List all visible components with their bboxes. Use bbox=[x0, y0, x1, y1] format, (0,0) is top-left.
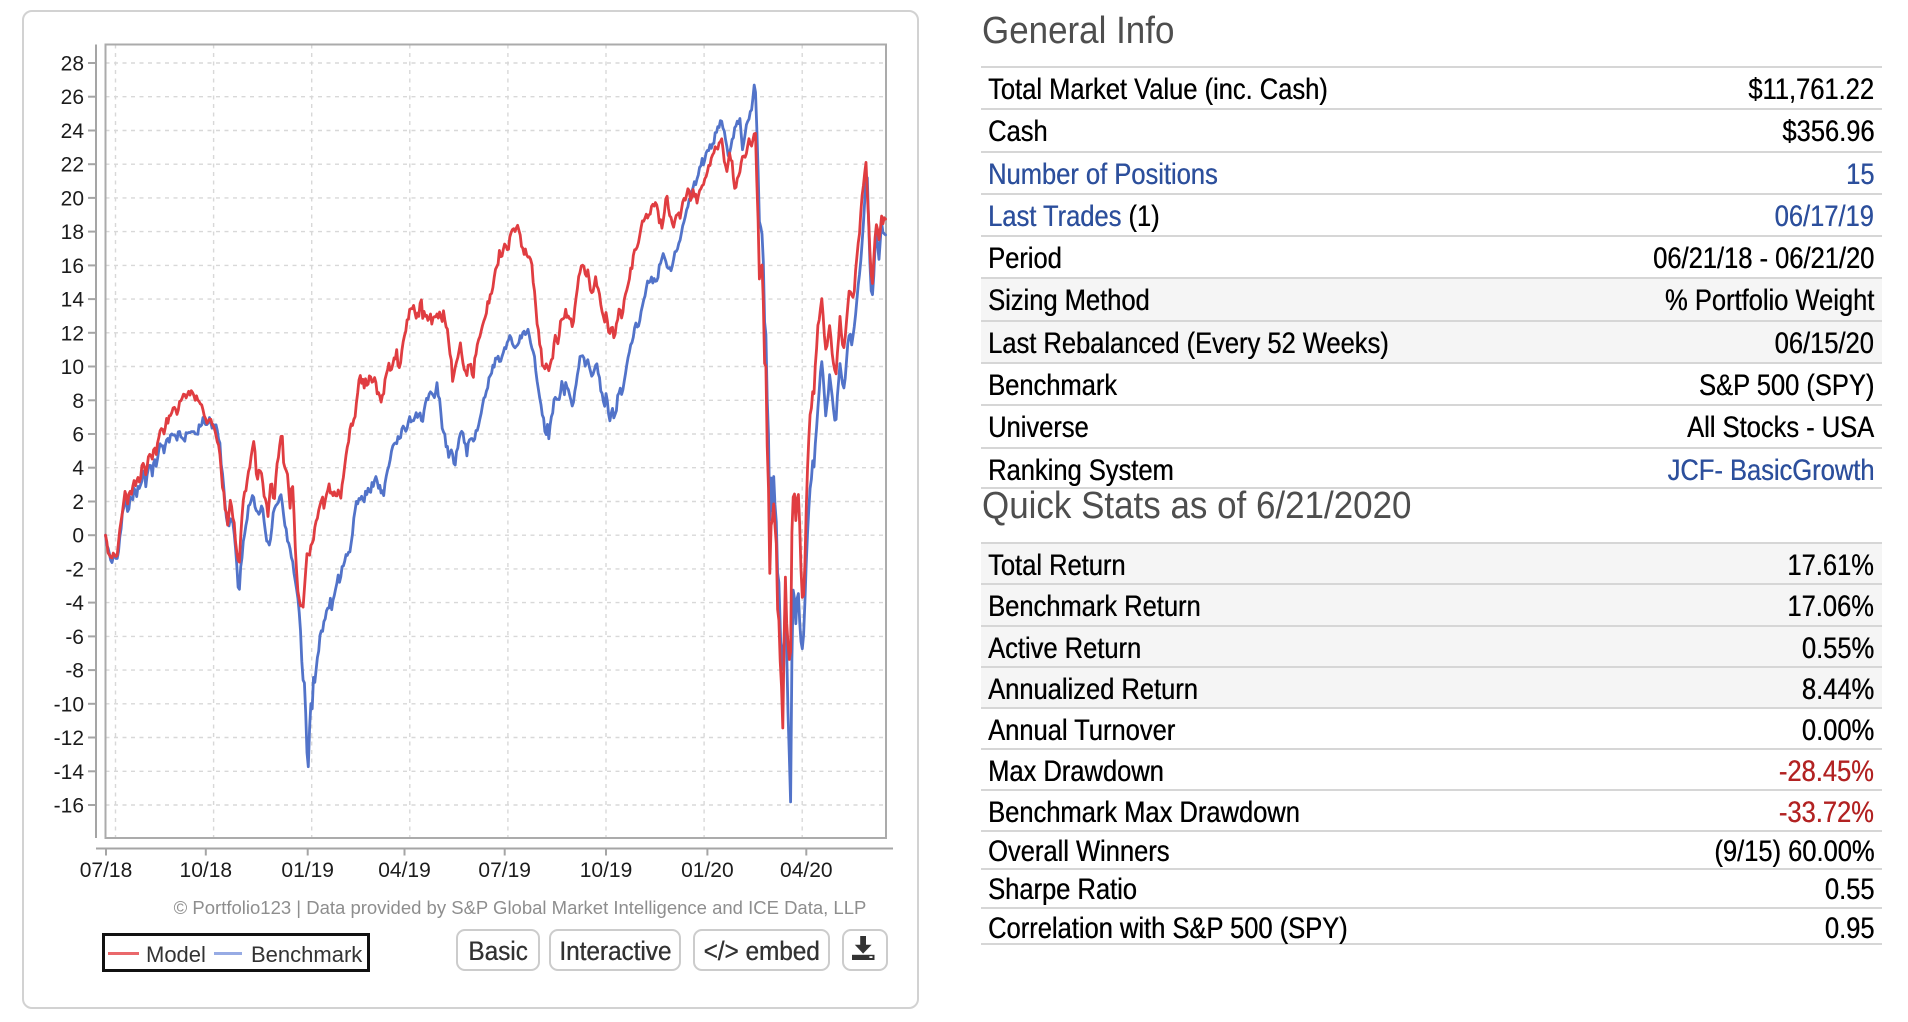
svg-text:-16: -16 bbox=[54, 795, 84, 818]
svg-text:28: 28 bbox=[61, 53, 84, 76]
svg-text:04/19: 04/19 bbox=[378, 859, 431, 882]
svg-text:22: 22 bbox=[61, 154, 84, 177]
svg-text:07/19: 07/19 bbox=[478, 859, 531, 882]
svg-text:07/18: 07/18 bbox=[80, 859, 133, 882]
svg-text:8: 8 bbox=[72, 390, 84, 413]
svg-text:2: 2 bbox=[72, 491, 84, 514]
svg-text:-10: -10 bbox=[54, 693, 84, 716]
svg-text:04/20: 04/20 bbox=[780, 859, 833, 882]
svg-text:16: 16 bbox=[61, 255, 84, 278]
svg-text:10/19: 10/19 bbox=[580, 859, 633, 882]
svg-text:12: 12 bbox=[61, 322, 84, 345]
svg-text:10: 10 bbox=[61, 356, 84, 379]
svg-text:-12: -12 bbox=[54, 727, 84, 750]
svg-text:01/20: 01/20 bbox=[681, 859, 734, 882]
svg-text:-4: -4 bbox=[65, 592, 84, 615]
svg-text:18: 18 bbox=[61, 221, 84, 244]
svg-text:10/18: 10/18 bbox=[180, 859, 233, 882]
svg-text:6: 6 bbox=[72, 424, 84, 447]
svg-text:-14: -14 bbox=[54, 761, 85, 784]
svg-text:0: 0 bbox=[72, 525, 84, 548]
svg-text:-2: -2 bbox=[65, 558, 84, 581]
svg-text:01/19: 01/19 bbox=[281, 859, 334, 882]
svg-text:-6: -6 bbox=[65, 626, 84, 649]
svg-text:24: 24 bbox=[61, 120, 85, 143]
svg-text:-8: -8 bbox=[65, 660, 84, 683]
svg-text:14: 14 bbox=[61, 289, 85, 312]
svg-text:20: 20 bbox=[61, 187, 84, 210]
svg-text:4: 4 bbox=[72, 457, 84, 480]
svg-text:26: 26 bbox=[61, 86, 84, 109]
